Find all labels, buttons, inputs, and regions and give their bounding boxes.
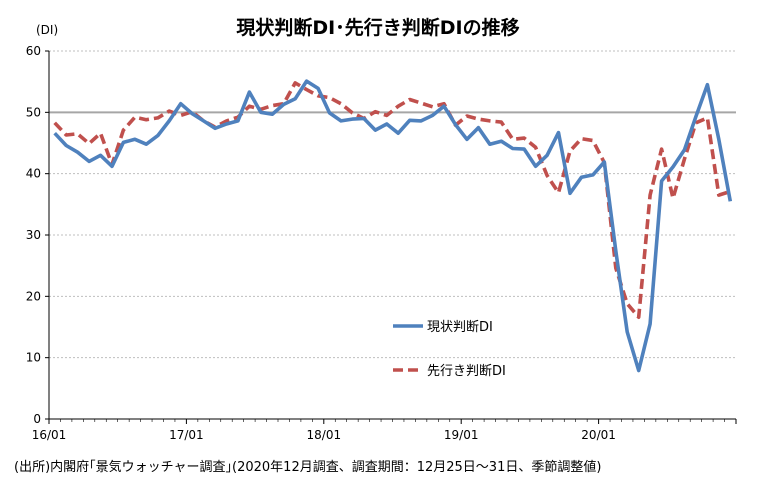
x-tick-label: 20/01 xyxy=(581,428,616,442)
y-tick-label: 10 xyxy=(26,351,41,365)
legend-label-current: 現状判断DI xyxy=(427,320,493,335)
y-tick-label: 20 xyxy=(26,289,41,303)
y-tick-label: 0 xyxy=(33,412,41,426)
chart-title: 現状判断DI･先行き判断DIの推移 xyxy=(236,16,519,39)
y-tick-label: 40 xyxy=(26,167,41,181)
series-lines xyxy=(53,79,733,373)
series-line-current xyxy=(53,79,733,373)
legend-label-outlook: 先行き判断DI xyxy=(427,364,506,379)
y-tick-label: 60 xyxy=(26,44,41,58)
axes: 0 10 20 30 40 50 60 16/01 17/01 18/01 19/01 20/01 xyxy=(26,44,737,442)
x-tick-label: 18/01 xyxy=(307,428,342,442)
y-tick-label: 30 xyxy=(26,228,41,242)
x-tick-label: 17/01 xyxy=(169,428,204,442)
series-line-outlook xyxy=(53,81,731,320)
x-tick-label: 19/01 xyxy=(444,428,479,442)
legend: 現状判断DI 先行き判断DI xyxy=(393,320,506,379)
source-note: (出所)内閣府｢景気ウォッチャー調査｣(2020年12月調査、調査期間：12月2… xyxy=(14,459,601,475)
x-tick-label: 16/01 xyxy=(32,428,67,442)
y-axis-unit: (DI) xyxy=(36,23,58,37)
y-tick-label: 50 xyxy=(26,105,41,119)
